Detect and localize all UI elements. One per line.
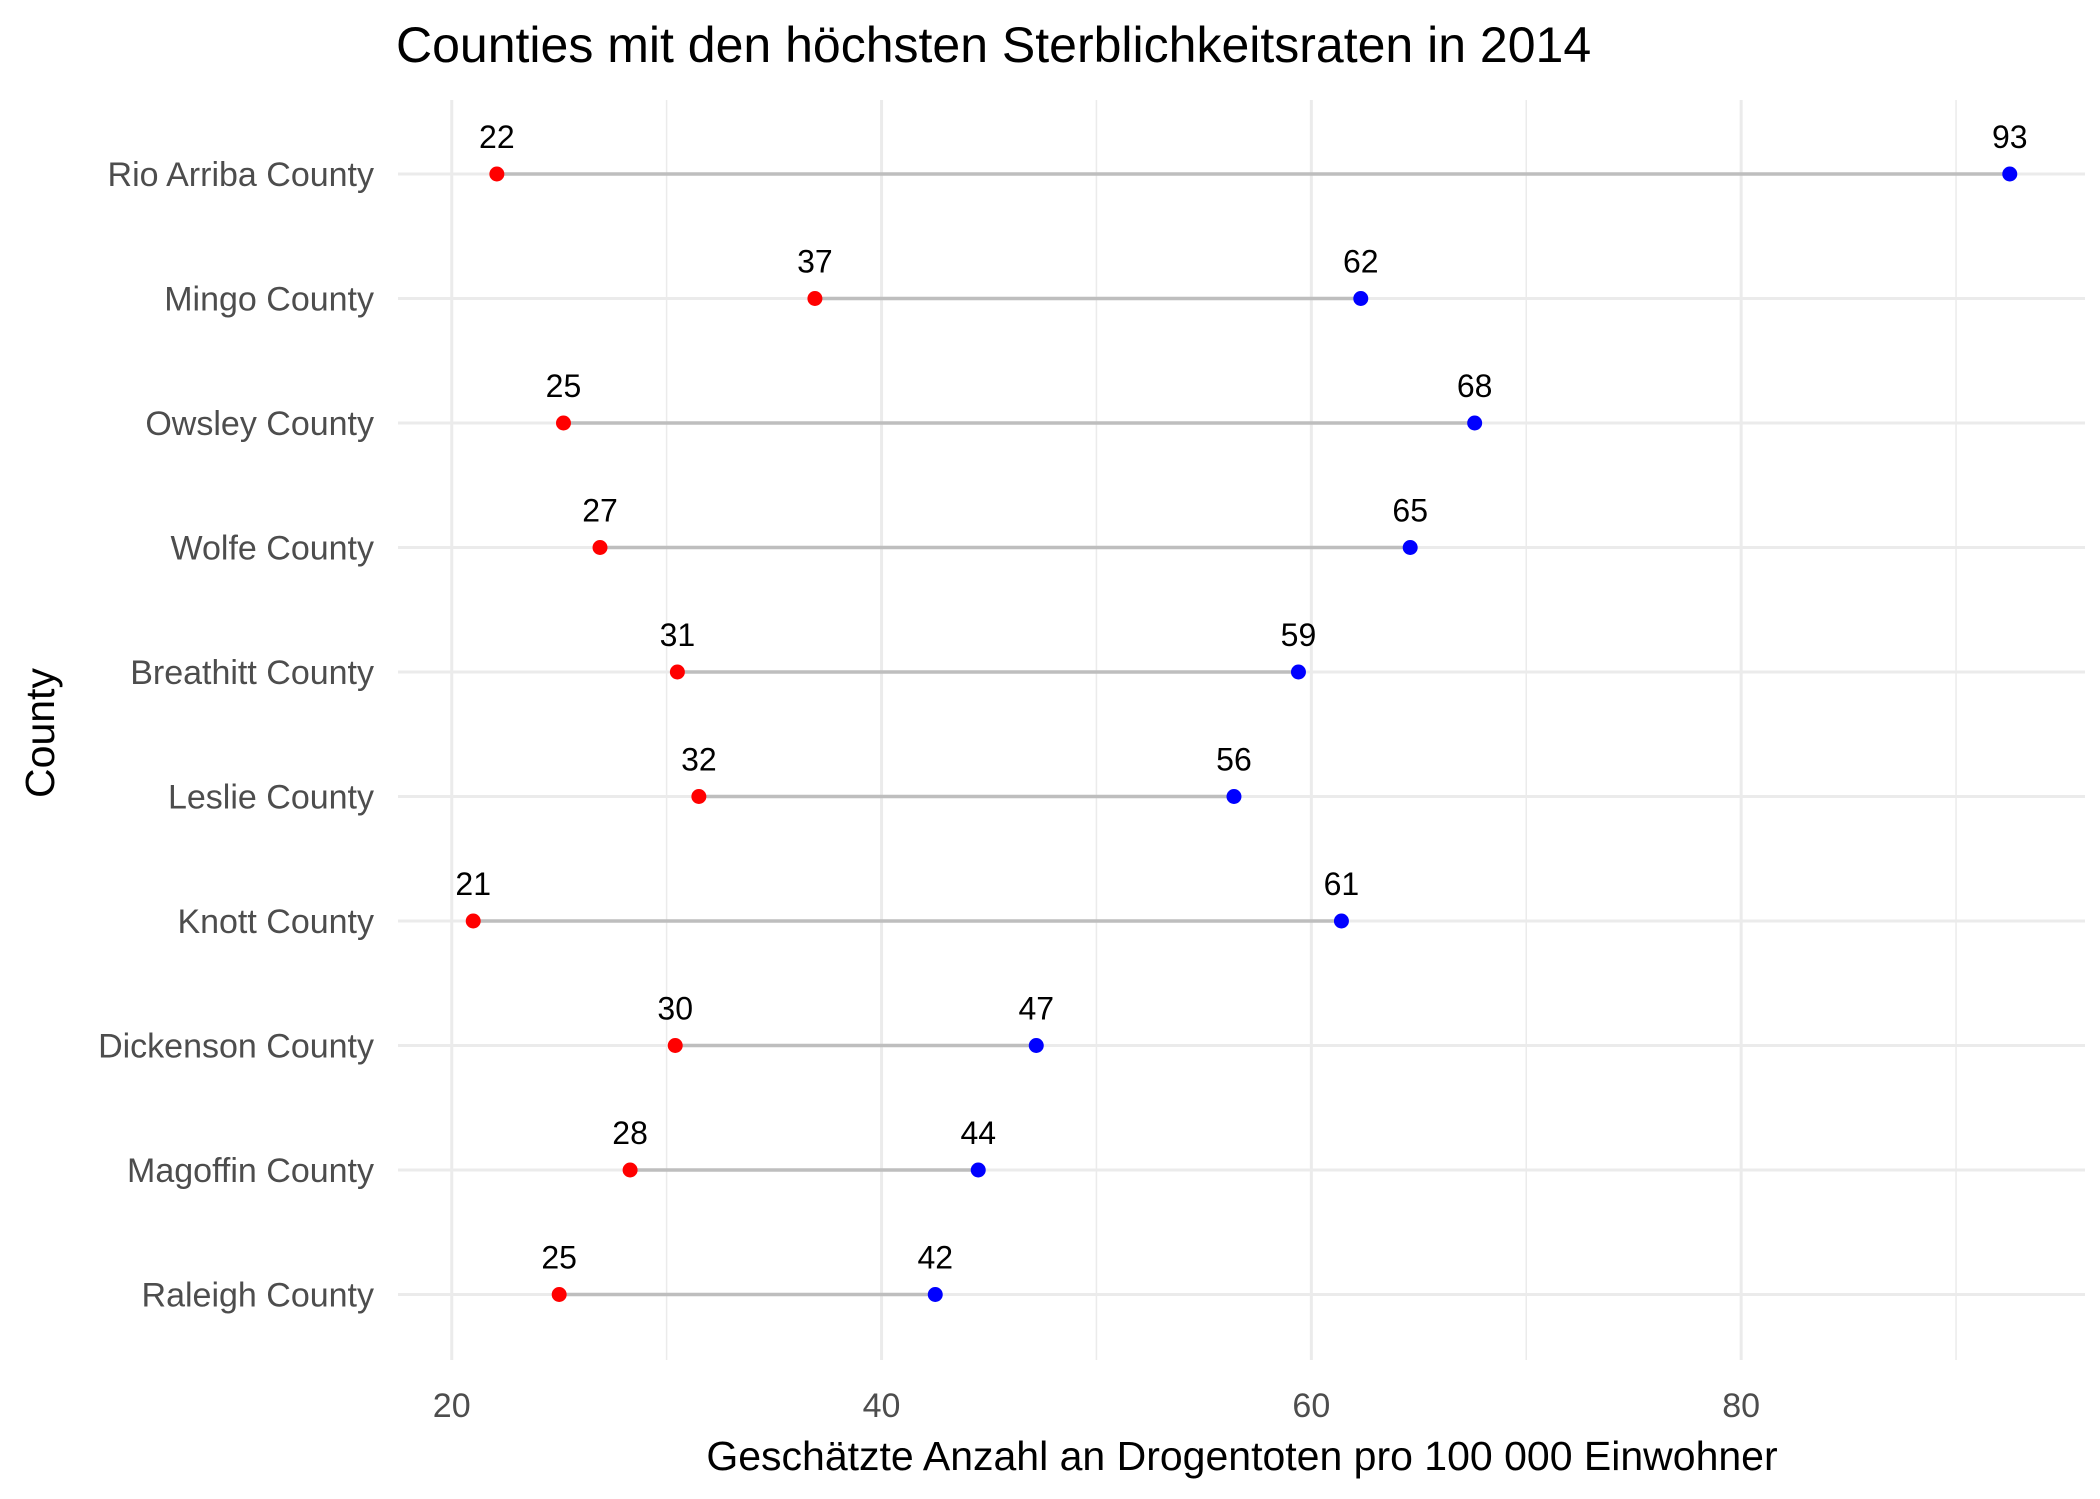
point-high (1467, 415, 1483, 431)
data-label-high: 61 (1324, 866, 1360, 902)
data-label-high: 47 (1018, 991, 1054, 1027)
y-tick-label: Rio Arriba County (108, 156, 374, 194)
point-low (555, 415, 571, 431)
data-label-high: 65 (1392, 493, 1428, 529)
x-tick-label: 80 (1722, 1387, 1760, 1425)
data-label-low: 30 (657, 991, 693, 1027)
data-label-low: 25 (541, 1240, 577, 1276)
point-low (691, 789, 707, 804)
axis-layer: Rio Arriba County Mingo County Owsley Coun… (98, 156, 1760, 1425)
data-label-low: 25 (546, 368, 582, 404)
segment-layer (473, 172, 2010, 1297)
data-label-low: 27 (582, 493, 618, 529)
y-tick-label: Wolfe County (171, 530, 374, 568)
point-low (807, 291, 823, 306)
point-high (1028, 1038, 1044, 1053)
data-label-low: 37 (797, 244, 833, 280)
data-label-high: 62 (1343, 244, 1379, 280)
data-label-low: 28 (612, 1115, 648, 1151)
point-high (1226, 789, 1242, 804)
point-high (927, 1287, 943, 1302)
data-label-high: 93 (1992, 119, 2028, 155)
x-axis-title: Geschätzte Anzahl an Drogentoten pro 100… (706, 1433, 1777, 1479)
y-tick-label: Magoffin County (127, 1152, 374, 1190)
data-label-high: 68 (1457, 368, 1493, 404)
point-high (1353, 291, 1369, 306)
data-label-high: 59 (1281, 617, 1317, 653)
y-tick-label: Raleigh County (142, 1277, 374, 1315)
y-tick-label: Knott County (177, 903, 374, 941)
point-low (667, 1038, 683, 1053)
data-label-low: 21 (455, 866, 491, 902)
data-label-low: 22 (479, 119, 515, 155)
data-label-high: 42 (917, 1240, 953, 1276)
label-layer: 22 93 37 62 25 68 27 65 31 59 32 56 21 61 30 47 28 44 25 42 (455, 119, 2027, 1276)
x-tick-label: 40 (863, 1387, 901, 1425)
y-tick-label: Dickenson County (98, 1028, 374, 1066)
x-tick-label: 20 (433, 1387, 471, 1425)
data-label-low: 31 (660, 617, 696, 653)
point-low (622, 1162, 638, 1178)
x-tick-label: 60 (1292, 1387, 1330, 1425)
y-axis-title: County (17, 668, 63, 798)
point-high (1333, 913, 1349, 929)
y-tick-label: Leslie County (168, 779, 374, 817)
point-low (465, 913, 481, 929)
data-label-high: 44 (960, 1115, 996, 1151)
chart-title: Counties mit den höchsten Sterblichkeits… (396, 17, 1591, 73)
point-layer (465, 166, 2018, 1302)
point-high (1290, 664, 1306, 680)
point-low (669, 664, 685, 680)
y-tick-label: Breathitt County (130, 654, 374, 692)
y-tick-label: Owsley County (145, 405, 374, 443)
y-tick-label: Mingo County (164, 281, 374, 319)
point-high (2002, 166, 2018, 182)
point-low (551, 1287, 567, 1302)
data-label-low: 32 (681, 742, 717, 778)
point-high (1402, 540, 1418, 555)
point-high (970, 1162, 986, 1178)
data-label-high: 56 (1216, 742, 1252, 778)
point-low (489, 166, 505, 182)
point-low (592, 540, 608, 555)
